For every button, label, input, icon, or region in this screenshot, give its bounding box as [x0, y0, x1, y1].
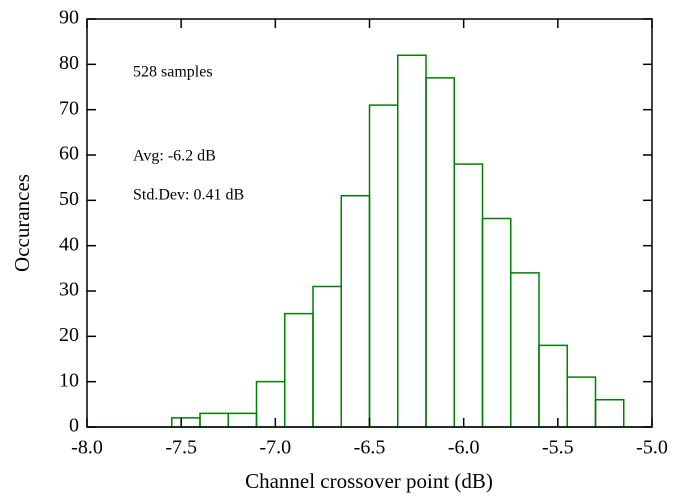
- annotation: Avg: -6.2 dB: [133, 148, 216, 165]
- annotation: Std.Dev: 0.41 dB: [133, 187, 244, 204]
- annotation: 528 samples: [133, 64, 213, 81]
- bar: [453, 163, 484, 428]
- y-tick-label: 0: [69, 415, 79, 437]
- bar: [227, 412, 258, 428]
- x-tick-label: -7.5: [165, 437, 197, 459]
- bar: [255, 380, 286, 428]
- bar: [538, 344, 568, 428]
- bar: [171, 417, 201, 428]
- y-tick-label: 10: [59, 369, 79, 391]
- bar: [397, 54, 427, 428]
- y-tick-label: 50: [59, 188, 79, 210]
- bar: [594, 399, 625, 428]
- bar: [425, 77, 455, 428]
- bar: [199, 412, 229, 428]
- y-tick-label: 70: [59, 97, 79, 119]
- x-tick-label: -7.0: [259, 437, 291, 459]
- y-axis-label: Occurances: [10, 174, 34, 272]
- y-tick-label: 40: [59, 233, 79, 255]
- x-axis-label: Channel crossover point (dB): [245, 469, 493, 493]
- x-tick-label: -8.0: [71, 437, 103, 459]
- x-tick-label: -6.0: [448, 437, 480, 459]
- x-tick-label: -5.5: [542, 437, 574, 459]
- y-tick-label: 30: [59, 279, 79, 301]
- y-tick-label: 90: [59, 7, 79, 29]
- bar: [481, 217, 512, 428]
- bar: [566, 376, 597, 428]
- x-tick-label: -5.0: [636, 437, 668, 459]
- bar: [284, 312, 314, 428]
- bar: [312, 285, 342, 428]
- y-tick-label: 20: [59, 324, 79, 346]
- bar: [368, 104, 399, 428]
- x-tick-label: -6.5: [354, 437, 386, 459]
- bar: [510, 272, 540, 428]
- y-tick-label: 60: [59, 143, 79, 165]
- bar: [340, 195, 371, 428]
- y-tick-label: 80: [59, 52, 79, 74]
